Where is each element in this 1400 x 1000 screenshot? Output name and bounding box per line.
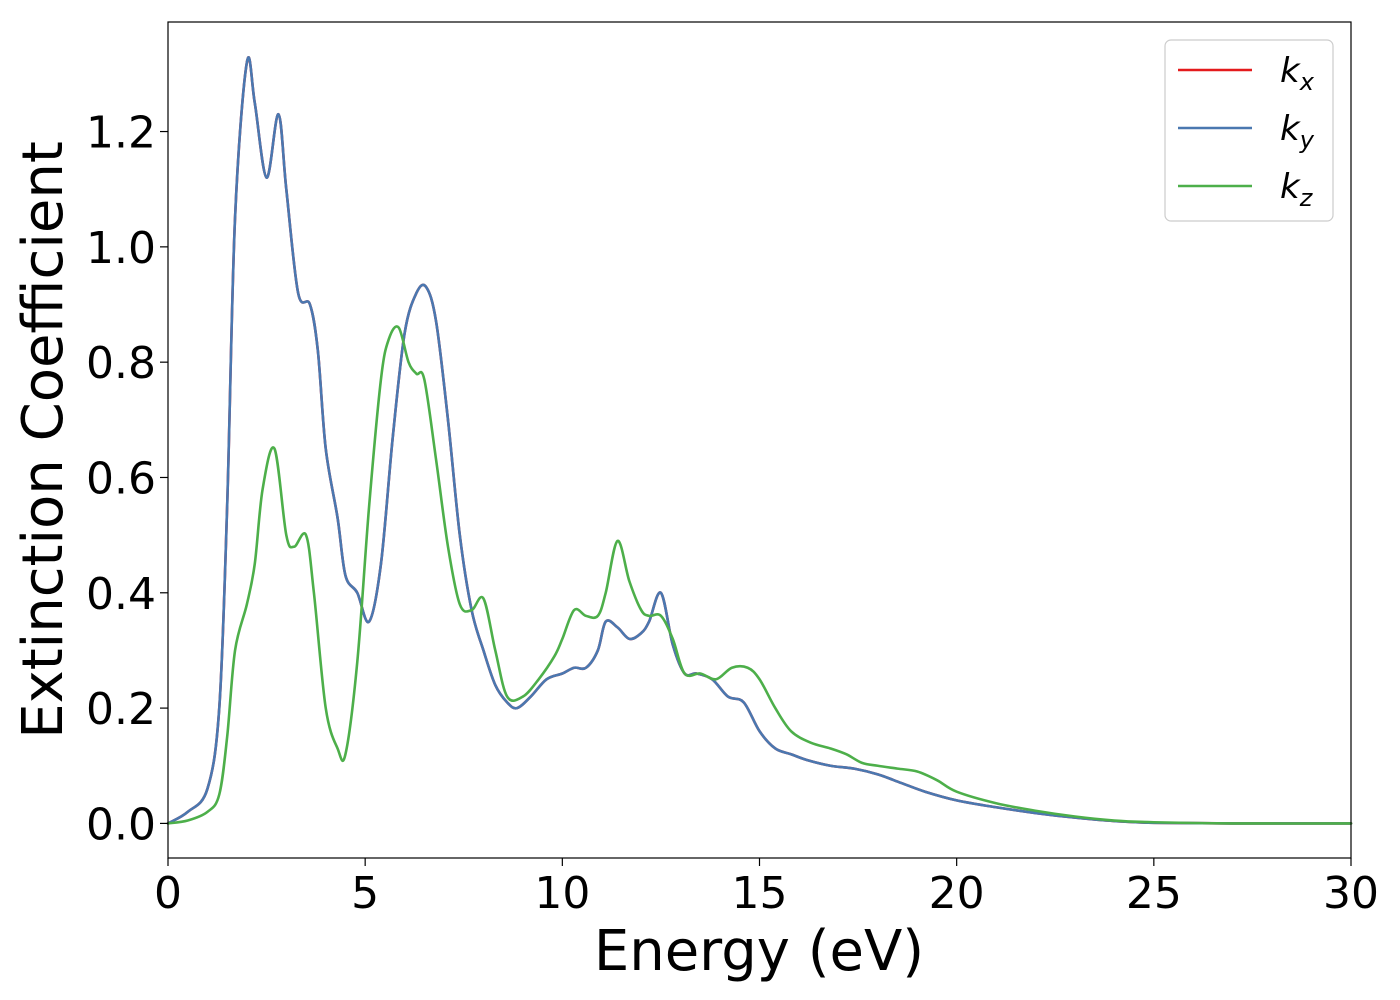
x-axis-title: Energy (eV) xyxy=(594,919,924,984)
series-layer xyxy=(166,56,1353,825)
x-tick-label: 20 xyxy=(929,868,985,919)
series-line-y xyxy=(166,56,1353,825)
series-line-z xyxy=(166,325,1353,825)
y-tick-label: 0.8 xyxy=(86,338,156,389)
legend-box xyxy=(1164,39,1334,222)
y-tick-label: 1.0 xyxy=(86,223,156,274)
x-tick-label: 25 xyxy=(1126,868,1182,919)
y-axis-title: Extinction Coefficient xyxy=(11,141,76,739)
y-tick-label: 0.2 xyxy=(86,684,156,735)
legend-label-subscript: z xyxy=(1299,184,1314,212)
y-tick-label: 0.4 xyxy=(86,569,156,620)
legend-label-subscript: y xyxy=(1299,126,1315,154)
legend-label-base: k xyxy=(1280,51,1301,91)
y-axis: 0.0 0.2 0.4 0.6 0.8 1.0 1.2 xyxy=(86,108,168,850)
y-tick-label: 0.6 xyxy=(86,453,156,504)
x-tick-label: 15 xyxy=(732,868,788,919)
legend-label-base: k xyxy=(1280,109,1301,149)
legend-label-y: ky xyxy=(1280,109,1315,154)
legend-label-x: kx xyxy=(1280,51,1315,96)
y-tick-label: 1.2 xyxy=(86,108,156,159)
x-tick-label: 10 xyxy=(534,868,590,919)
x-tick-label: 30 xyxy=(1323,868,1379,919)
legend-label-base: k xyxy=(1280,167,1301,207)
legend-label-subscript: x xyxy=(1299,68,1315,96)
plot-background xyxy=(168,22,1351,858)
y-tick-label: 0.0 xyxy=(86,799,156,850)
x-tick-label: 0 xyxy=(154,868,182,919)
x-axis: 0 5 10 15 20 25 30 xyxy=(154,858,1379,919)
legend-label-z: kz xyxy=(1280,167,1314,212)
x-tick-label: 5 xyxy=(351,868,379,919)
